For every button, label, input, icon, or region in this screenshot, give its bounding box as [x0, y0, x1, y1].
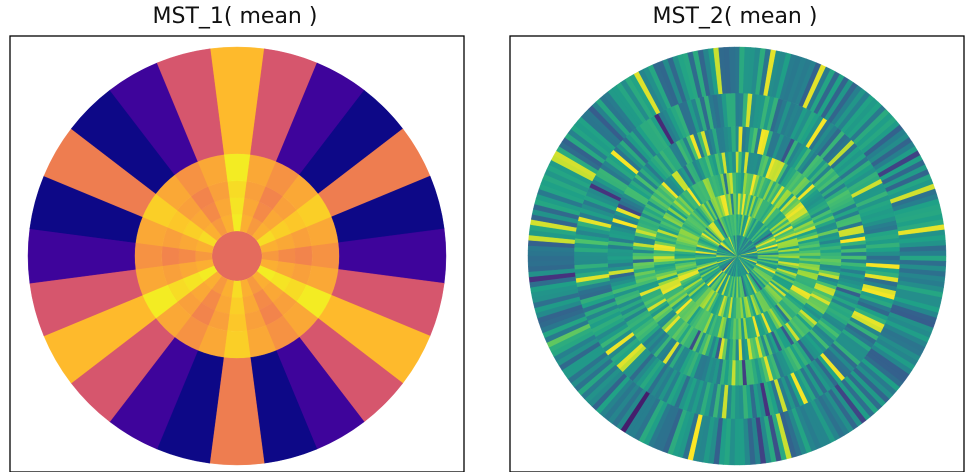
polar-heatmap-mst-1 — [9, 35, 465, 472]
heatmap-cell — [278, 248, 296, 264]
heatmap-cell — [632, 255, 654, 260]
chart-panel-mst-2: MST_2( mean ) — [500, 0, 970, 472]
heatmap-cell — [820, 252, 842, 257]
heatmap-cell — [229, 197, 245, 215]
heatmap-cell — [229, 297, 245, 315]
heatmap-cell — [607, 255, 633, 261]
polar-heatmap-mst-2 — [509, 35, 965, 472]
heatmap-cell — [899, 250, 947, 257]
chart-panel-mst-1: MST_1( mean ) — [0, 0, 470, 472]
heatmap-cell — [294, 245, 313, 267]
heatmap-cell — [728, 46, 736, 94]
heatmap-cells — [527, 46, 947, 466]
heatmap-cells — [27, 46, 447, 466]
heatmap-cell — [799, 252, 821, 257]
heatmap-cell — [841, 251, 867, 257]
heatmap-cell — [223, 153, 251, 182]
heatmap-cell — [866, 251, 901, 257]
chart-title: MST_2( mean ) — [652, 4, 818, 29]
heatmap-cell — [311, 242, 340, 270]
heatmap-cell — [653, 255, 675, 260]
heatmap-cell — [178, 248, 196, 264]
heatmap-cell — [226, 180, 248, 199]
heatmap-cell — [134, 242, 163, 270]
chart-title: MST_1( mean ) — [152, 4, 318, 29]
heatmap-cell — [223, 330, 251, 359]
heatmap-cell — [156, 48, 225, 162]
heatmap-cell — [161, 245, 180, 267]
heatmap-ring-1 — [211, 230, 263, 282]
heatmap-cell — [527, 255, 575, 262]
heatmap-cell — [226, 313, 248, 332]
heatmap-cell — [573, 255, 608, 261]
